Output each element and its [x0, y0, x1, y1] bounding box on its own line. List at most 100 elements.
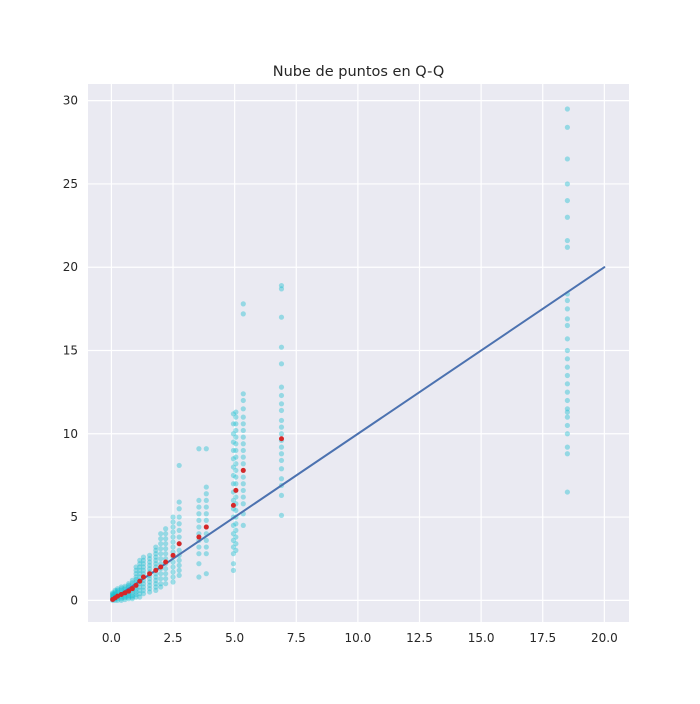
scatter-point	[133, 594, 139, 600]
scatter-point	[278, 431, 285, 437]
scatter-point	[114, 586, 121, 592]
scatter-point	[564, 106, 570, 112]
scatter-point	[230, 431, 237, 437]
scatter-point	[122, 583, 128, 589]
scatter-point	[170, 544, 176, 550]
scatter-point	[240, 447, 246, 454]
scatter-point	[196, 446, 202, 452]
scatter-point	[564, 347, 570, 354]
scatter-point	[137, 557, 143, 563]
x-tick-label: 10.0	[345, 631, 372, 645]
scatter-point	[140, 554, 147, 560]
scatter-point	[203, 511, 209, 517]
scatter-point	[176, 547, 182, 553]
median-point	[133, 582, 139, 588]
scatter-point	[129, 594, 135, 600]
scatter-point	[158, 551, 164, 557]
scatter-point	[240, 454, 246, 460]
scatter-point	[133, 574, 139, 580]
scatter-point	[203, 517, 209, 523]
scatter-point	[158, 581, 164, 587]
scatter-point	[230, 567, 237, 573]
scatter-point	[240, 461, 246, 467]
scatter-point	[240, 406, 246, 412]
scatter-point	[196, 574, 202, 580]
median-point	[137, 578, 143, 584]
scatter-point	[564, 451, 570, 457]
scatter-point	[147, 566, 153, 572]
scatter-point	[564, 431, 570, 437]
median-point	[278, 436, 284, 442]
scatter-point	[147, 559, 153, 565]
scatter-point	[122, 596, 128, 603]
scatter-point	[564, 422, 570, 429]
median-point	[126, 588, 132, 594]
scatter-point	[278, 492, 285, 499]
scatter-point	[230, 456, 237, 462]
scatter-point	[140, 561, 147, 567]
scatter-point	[133, 567, 139, 573]
x-tick-label: 20.0	[591, 631, 618, 645]
median-point	[147, 571, 153, 577]
scatter-point	[176, 562, 182, 568]
y-tick-label: 15	[63, 344, 78, 358]
scatter-point	[153, 554, 159, 560]
scatter-point	[278, 392, 285, 399]
scatter-point	[564, 181, 570, 187]
scatter-point	[278, 512, 285, 518]
scatter-point	[564, 297, 570, 304]
median-point	[140, 574, 146, 580]
scatter-point	[176, 521, 182, 527]
scatter-point	[230, 522, 237, 528]
scatter-point	[158, 546, 164, 552]
scatter-point	[163, 571, 169, 577]
scatter-point	[233, 461, 239, 467]
scatter-point	[233, 467, 239, 474]
scatter-point	[240, 494, 246, 500]
scatter-point	[196, 524, 202, 530]
scatter-point	[233, 534, 239, 540]
scatter-point	[137, 587, 143, 593]
median-point	[240, 467, 246, 473]
scatter-point	[564, 356, 570, 362]
plot-area	[88, 84, 629, 622]
scatter-point	[203, 491, 209, 497]
scatter-point	[170, 564, 176, 570]
scatter-point	[230, 481, 237, 487]
scatter-point	[240, 434, 246, 440]
y-tick-label: 30	[63, 94, 78, 108]
y-tick-label: 20	[63, 260, 78, 274]
scatter-point	[196, 551, 202, 557]
scatter-point	[176, 527, 182, 533]
scatter-point	[170, 519, 176, 525]
scatter-point	[114, 589, 121, 595]
scatter-point	[203, 537, 209, 543]
scatter-point	[278, 466, 285, 472]
scatter-point	[153, 577, 159, 583]
scatter-point	[278, 424, 285, 430]
scatter-point	[158, 571, 164, 577]
scatter-point	[564, 381, 570, 387]
scatter-point	[137, 564, 143, 570]
scatter-point	[278, 282, 285, 289]
scatter-point	[233, 427, 239, 434]
scatter-point	[564, 124, 570, 130]
scatter-point	[147, 579, 153, 585]
scatter-point	[176, 506, 182, 512]
scatter-point	[196, 517, 202, 523]
scatter-point	[153, 584, 159, 590]
scatter-point	[126, 581, 132, 587]
scatter-point	[158, 584, 164, 590]
scatter-point	[564, 489, 570, 495]
scatter-point	[240, 311, 246, 317]
scatter-point	[278, 476, 285, 482]
scatter-point	[170, 529, 176, 535]
scatter-point	[118, 597, 124, 603]
scatter-point	[240, 421, 246, 427]
scatter-point	[133, 564, 139, 570]
scatter-point	[158, 531, 164, 537]
scatter-point	[564, 156, 570, 162]
grid	[88, 84, 629, 622]
scatter-point	[163, 531, 169, 537]
scatter-point	[564, 336, 570, 342]
